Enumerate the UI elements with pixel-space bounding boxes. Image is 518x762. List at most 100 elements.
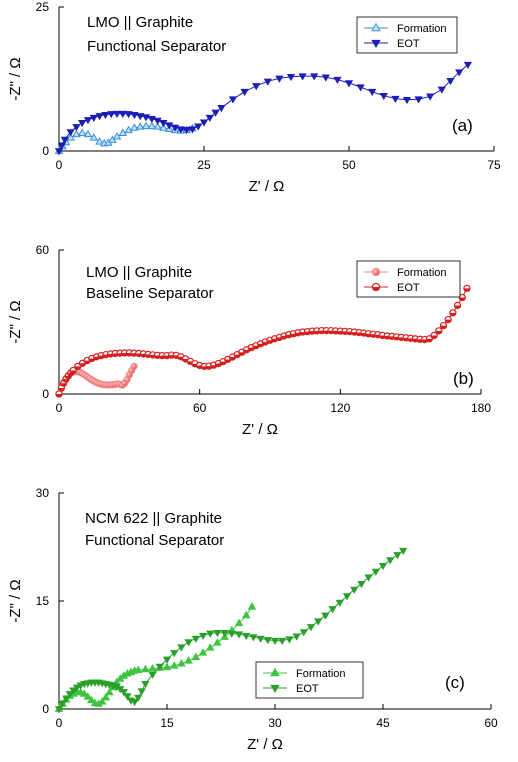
panel-label: (c) bbox=[445, 673, 465, 692]
plot-annotation: Functional Separator bbox=[87, 38, 226, 55]
data-point bbox=[170, 124, 180, 132]
plot-annotation: Functional Separator bbox=[85, 532, 224, 549]
data-point bbox=[247, 602, 257, 610]
data-point bbox=[198, 632, 208, 640]
data-point bbox=[205, 114, 214, 122]
data-point bbox=[242, 632, 251, 640]
data-point bbox=[220, 629, 229, 638]
data-point bbox=[263, 78, 272, 86]
data-point bbox=[65, 691, 74, 699]
x-tick-label: 0 bbox=[56, 716, 63, 730]
chart-panel-2: 0 60 120 180 0 60 Z' / Ω -Z" / Ω LMO || Graphite… bbox=[7, 243, 491, 438]
data-point bbox=[425, 335, 434, 343]
data-point bbox=[198, 648, 208, 656]
x-tick-label: 30 bbox=[268, 716, 282, 730]
data-point bbox=[211, 109, 220, 117]
data-point bbox=[72, 124, 81, 132]
data-point bbox=[162, 662, 172, 671]
y-tick-label: 60 bbox=[36, 243, 50, 257]
data-point bbox=[227, 630, 236, 638]
legend-box bbox=[255, 661, 364, 699]
data-point bbox=[191, 635, 200, 643]
x-tick-label: 45 bbox=[376, 716, 390, 730]
series-eot bbox=[54, 61, 473, 156]
data-point bbox=[228, 96, 238, 104]
data-point bbox=[148, 671, 157, 679]
legend-marker bbox=[371, 39, 381, 49]
data-point bbox=[278, 637, 287, 646]
data-point bbox=[83, 692, 93, 700]
legend-label: EOT bbox=[296, 683, 319, 695]
legend-label: Formation bbox=[296, 668, 346, 680]
data-point bbox=[364, 574, 373, 582]
data-point bbox=[147, 116, 156, 124]
data-point bbox=[182, 126, 191, 135]
data-point bbox=[105, 687, 114, 696]
legend-label: EOT bbox=[397, 38, 420, 50]
data-point bbox=[266, 336, 274, 344]
legend-marker bbox=[371, 22, 381, 32]
y-axis-title: -Z" / Ω bbox=[7, 579, 24, 622]
x-tick-label: 180 bbox=[471, 401, 491, 415]
data-point bbox=[89, 133, 99, 141]
data-point bbox=[306, 624, 316, 632]
data-point bbox=[350, 586, 359, 594]
data-point bbox=[335, 599, 344, 607]
y-tick-label: 25 bbox=[36, 0, 50, 14]
x-axis-title: Z' / Ω bbox=[242, 421, 278, 438]
data-point bbox=[141, 681, 150, 689]
y-tick-label: 0 bbox=[42, 144, 49, 158]
plot-annotation: LMO || Graphite bbox=[86, 264, 192, 281]
data-point bbox=[437, 86, 446, 94]
data-point bbox=[371, 568, 380, 576]
data-point bbox=[62, 695, 71, 703]
data-point bbox=[455, 69, 464, 77]
data-point bbox=[119, 688, 128, 697]
data-point bbox=[463, 284, 471, 293]
data-point bbox=[69, 366, 77, 375]
legend-marker bbox=[270, 667, 280, 677]
data-point bbox=[386, 557, 395, 565]
plot-annotation: LMO || Graphite bbox=[87, 14, 193, 31]
data-point bbox=[95, 137, 104, 145]
data-point bbox=[299, 629, 308, 637]
data-point bbox=[130, 123, 139, 131]
data-point bbox=[155, 663, 164, 671]
data-point bbox=[107, 111, 116, 119]
data-point bbox=[148, 664, 157, 672]
data-point bbox=[393, 552, 402, 560]
y-axis-title: -Z" / Ω bbox=[7, 57, 24, 100]
data-point bbox=[191, 652, 201, 660]
data-point bbox=[453, 301, 462, 310]
legend-marker bbox=[371, 267, 381, 277]
data-point bbox=[170, 650, 179, 658]
data-point bbox=[314, 618, 323, 626]
data-point bbox=[344, 80, 354, 88]
data-point bbox=[89, 114, 98, 122]
data-point bbox=[194, 123, 203, 131]
data-point bbox=[321, 612, 330, 620]
y-tick-label: 0 bbox=[42, 702, 49, 716]
data-point bbox=[118, 128, 128, 136]
data-point bbox=[435, 327, 443, 335]
data-point bbox=[206, 630, 215, 638]
data-point bbox=[130, 699, 139, 707]
data-point bbox=[135, 122, 145, 130]
data-point bbox=[87, 695, 96, 704]
data-point bbox=[136, 113, 145, 121]
series-line bbox=[58, 125, 193, 152]
data-point bbox=[184, 656, 193, 664]
data-point bbox=[444, 315, 452, 324]
data-point bbox=[213, 629, 222, 638]
data-point bbox=[58, 700, 67, 708]
data-point bbox=[446, 77, 455, 86]
data-point bbox=[147, 121, 157, 130]
data-point bbox=[240, 88, 249, 97]
data-point bbox=[169, 661, 179, 669]
data-point bbox=[256, 635, 265, 643]
data-point bbox=[124, 111, 133, 119]
data-point bbox=[252, 83, 261, 91]
data-point bbox=[249, 634, 258, 642]
x-tick-label: 0 bbox=[56, 401, 63, 415]
data-point bbox=[141, 664, 150, 673]
